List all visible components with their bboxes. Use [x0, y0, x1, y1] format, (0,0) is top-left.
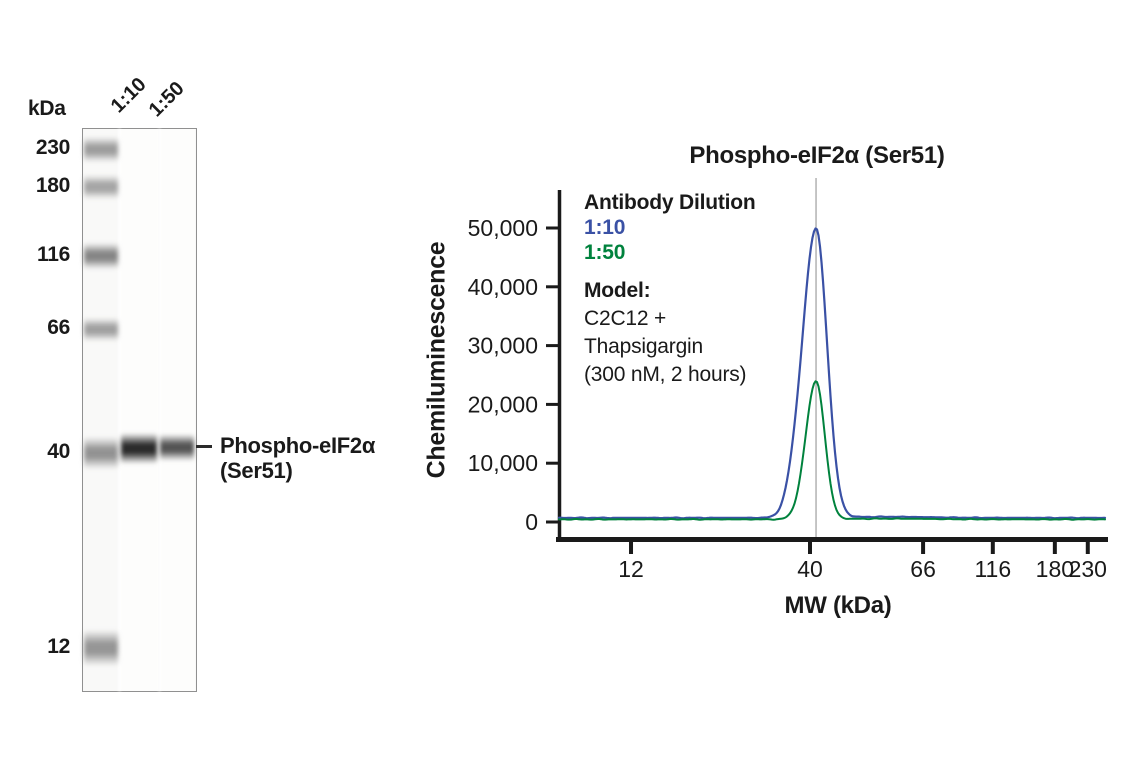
- western-blot-image: [82, 128, 197, 692]
- series-line-1-10: [557, 227, 1107, 520]
- ladder-label-180: 180: [35, 174, 70, 197]
- ladder-label-40: 40: [47, 439, 70, 463]
- y-tick-label-30,000: 30,000: [468, 333, 538, 359]
- x-tick-label-12: 12: [618, 556, 644, 582]
- y-tick-label-20,000: 20,000: [468, 391, 538, 417]
- band-target-label-line1: Phospho-eIF2α: [220, 433, 376, 458]
- blot-lane-separator: [158, 129, 161, 691]
- ladder-band-230: [84, 136, 118, 162]
- y-tick-label-0: 0: [525, 509, 538, 535]
- kda-unit-label: kDa: [28, 97, 66, 120]
- ladder-label-12: 12: [47, 634, 70, 658]
- chart-title: Phospho-eIF2α (Ser51): [689, 142, 945, 169]
- ladder-band-40: [84, 436, 118, 469]
- legend-model-line: (300 nM, 2 hours): [584, 363, 747, 386]
- ladder-band-12: [84, 629, 118, 666]
- band-callout-dash: [196, 445, 212, 448]
- legend-model-heading: Model:: [584, 279, 651, 302]
- series-line-1-50: [558, 380, 1106, 521]
- ladder-band-116: [84, 242, 118, 269]
- ladder-label-66: 66: [47, 316, 70, 339]
- sample-band-1:50: [160, 433, 194, 461]
- band-target-label: Phospho-eIF2α (Ser51): [220, 433, 375, 483]
- y-tick-label-50,000: 50,000: [468, 215, 538, 241]
- legend-entry-1-50: 1:50: [584, 241, 626, 264]
- ladder-label-230: 230: [35, 136, 70, 159]
- legend-model-line: C2C12 +: [584, 307, 667, 330]
- sample-band-1:10: [121, 432, 157, 464]
- ladder-band-66: [84, 317, 118, 341]
- legend-entry-1-10: 1:10: [584, 216, 626, 239]
- x-axis-title: MW (kDa): [784, 592, 892, 619]
- x-tick-label-230: 230: [1069, 556, 1107, 582]
- ladder-band-180: [84, 175, 118, 199]
- legend-heading: Antibody Dilution: [584, 191, 756, 214]
- x-tick-label-66: 66: [910, 556, 936, 582]
- blot-lane-separator: [118, 129, 121, 691]
- legend-model-line: Thapsigargin: [584, 335, 704, 358]
- x-tick-label-180: 180: [1036, 556, 1074, 582]
- y-tick-label-40,000: 40,000: [468, 274, 538, 300]
- ladder-label-116: 116: [37, 242, 70, 266]
- blot-lane-1: [120, 129, 158, 691]
- x-tick-label-116: 116: [974, 556, 1011, 582]
- blot-lane-2: [160, 129, 195, 691]
- x-tick-label-40: 40: [797, 556, 823, 582]
- band-target-label-line2: (Ser51): [220, 458, 293, 483]
- chart-legend: Antibody Dilution 1:10 1:50 Model: C2C12…: [584, 191, 756, 386]
- y-tick-label-10,000: 10,000: [468, 450, 538, 476]
